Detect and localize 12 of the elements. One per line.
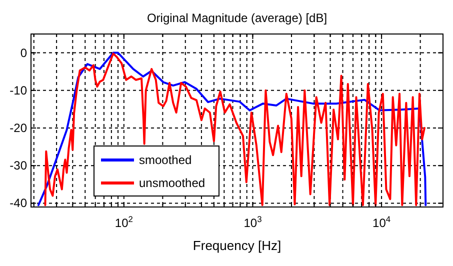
x-axis-title: Frequency [Hz] — [192, 238, 282, 253]
y-tick-label: 0 — [20, 46, 28, 60]
y-tick-label: -40 — [10, 196, 28, 210]
y-tick-label: -30 — [10, 158, 28, 173]
legend-label: smoothed — [139, 153, 192, 167]
legend-label: unsmoothed — [139, 176, 206, 190]
x-tick-label: 10$^{2}$ — [114, 214, 134, 230]
y-tick-label: -10 — [10, 83, 28, 98]
y-tick-label: -20 — [10, 121, 28, 136]
chart-title: Original Magnitude (average) [dB] — [146, 11, 328, 25]
x-tick-label: 10$^{3}$ — [244, 214, 262, 230]
x-tick-label: 10$^{4}$ — [372, 214, 391, 230]
